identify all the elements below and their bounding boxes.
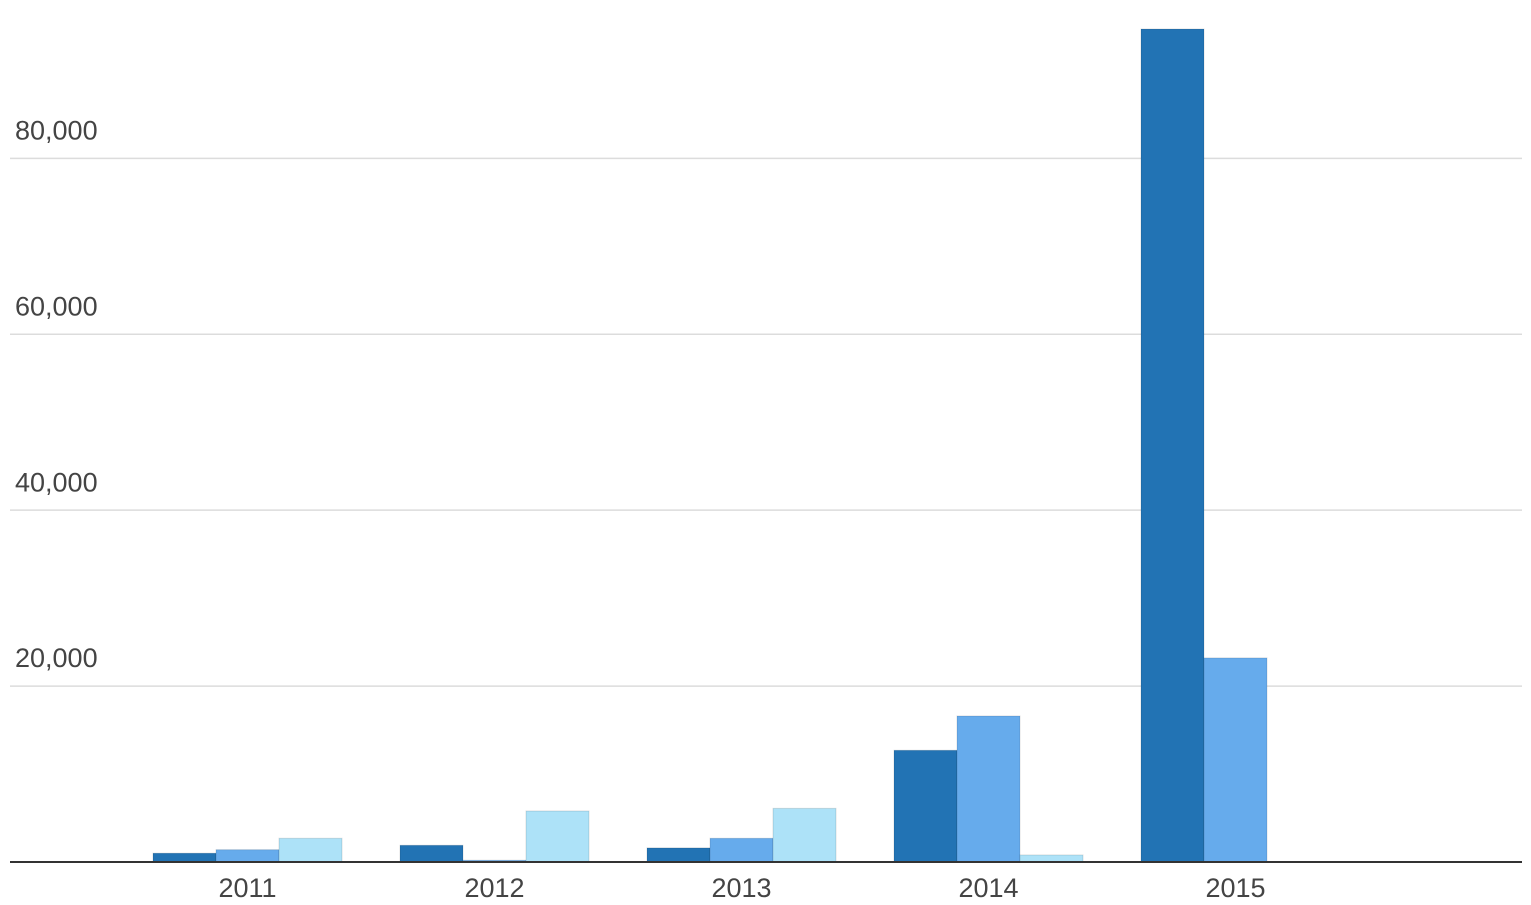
bar [646, 847, 711, 863]
bar [893, 749, 958, 863]
x-tick-label: 2013 [711, 873, 771, 903]
y-tick-label: 40,000 [15, 467, 98, 497]
y-tick-label: 80,000 [15, 115, 98, 145]
bar [278, 837, 343, 863]
bar [215, 849, 280, 863]
y-tick-label: 60,000 [15, 291, 98, 321]
x-tick-label: 2012 [464, 873, 524, 903]
bar [1019, 854, 1084, 863]
bar [956, 715, 1021, 863]
bar [1140, 28, 1205, 863]
bar [525, 810, 590, 863]
y-tick-label: 20,000 [15, 643, 98, 673]
bar [772, 807, 837, 863]
x-tick-label: 2015 [1205, 873, 1265, 903]
bar [1203, 657, 1268, 863]
bar [709, 837, 774, 863]
x-tick-label: 2011 [218, 873, 276, 903]
x-tick-label: 2014 [958, 873, 1018, 903]
bar [399, 844, 464, 863]
bar [152, 852, 217, 863]
